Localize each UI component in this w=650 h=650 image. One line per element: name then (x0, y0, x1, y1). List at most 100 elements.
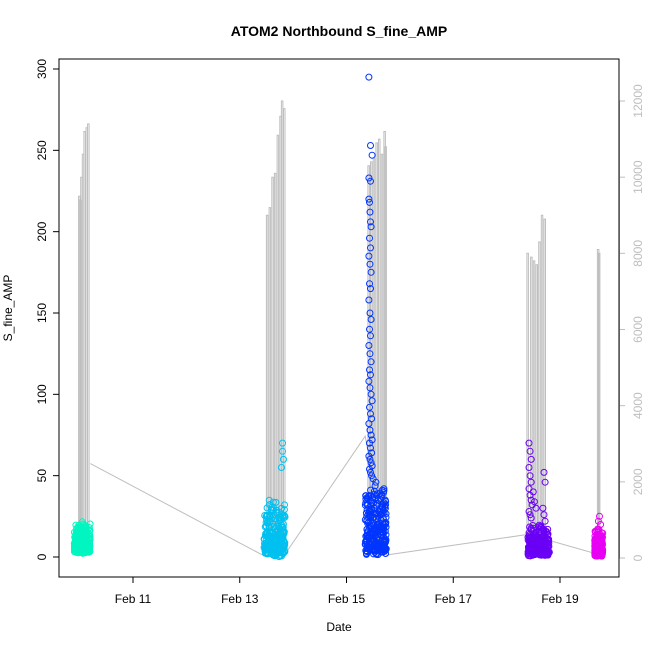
data-point (74, 547, 82, 555)
data-point (541, 478, 549, 486)
data-point (366, 198, 373, 206)
data-point (276, 529, 284, 536)
data-point (367, 371, 374, 379)
data-point (527, 514, 535, 522)
data-point (72, 530, 80, 538)
data-point (366, 403, 373, 411)
data-point (363, 548, 371, 556)
data-point (527, 455, 535, 463)
secondary-line-layer (78, 100, 603, 557)
data-point (372, 525, 379, 533)
y2-tick-label: 8000 (631, 240, 645, 267)
data-point (366, 465, 373, 473)
data-point (367, 218, 374, 226)
data-point (538, 538, 546, 546)
data-point (534, 544, 542, 552)
data-point (527, 478, 535, 486)
secondary-series-spike (370, 161, 373, 553)
axes-layer: 0 50 100 150 200 250 300 0 2000 4000 6000 8000 10000… (35, 59, 645, 606)
data-point (525, 439, 533, 447)
data-point (373, 545, 381, 553)
data-point (365, 296, 373, 304)
data-point (368, 397, 376, 405)
secondary-series-spike (276, 134, 280, 553)
y-tick-label: 250 (35, 140, 49, 160)
secondary-series-spike (378, 138, 381, 553)
points-layer (70, 73, 607, 561)
y-tick-label: 0 (35, 553, 49, 560)
y-tick-label: 300 (35, 59, 49, 79)
data-point (363, 526, 371, 533)
data-point (272, 498, 280, 506)
data-point (273, 509, 281, 517)
data-point (367, 358, 375, 366)
data-point (265, 496, 273, 504)
data-point (366, 280, 373, 288)
data-point (371, 509, 379, 517)
data-point (366, 260, 374, 268)
data-point (532, 504, 540, 512)
secondary-series-spike (535, 264, 538, 553)
data-point (362, 532, 370, 540)
data-point (367, 431, 375, 439)
secondary-series-spike (530, 256, 533, 553)
data-point (367, 390, 375, 398)
data-point (366, 426, 374, 434)
secondary-series-spike (375, 142, 378, 553)
data-point (365, 519, 373, 527)
data-point (366, 366, 373, 374)
data-point (380, 544, 388, 552)
data-point (268, 546, 276, 554)
data-point (530, 498, 538, 506)
data-point (536, 537, 543, 545)
data-point (371, 482, 379, 490)
data-point (372, 494, 380, 502)
chart-title: ATOM2 Northbound S_fine_AMP (231, 23, 447, 39)
data-point (596, 541, 604, 549)
data-point (265, 532, 273, 540)
data-point (367, 332, 374, 340)
data-point (268, 541, 276, 549)
data-point (366, 455, 374, 463)
data-point (372, 501, 380, 509)
y2-tick-label: 12000 (631, 84, 645, 118)
data-point (276, 538, 284, 546)
y2-tick-label: 4000 (631, 392, 645, 419)
secondary-series-spike (597, 252, 601, 553)
data-point (367, 505, 375, 513)
data-point (526, 511, 534, 519)
data-point (276, 517, 284, 525)
secondary-series-spike (271, 176, 274, 553)
data-point (373, 518, 381, 526)
data-point (531, 550, 539, 558)
secondary-series-spike (87, 123, 90, 553)
data-point (373, 522, 381, 530)
data-point (367, 142, 374, 149)
data-point (366, 234, 373, 242)
data-point (368, 151, 376, 159)
data-point (526, 447, 534, 455)
data-point (263, 504, 271, 512)
data-point (365, 452, 373, 460)
secondary-series-spike (273, 172, 277, 553)
secondary-series-spike (538, 241, 541, 553)
data-point (379, 525, 386, 533)
data-point (275, 524, 283, 532)
data-point (527, 524, 535, 532)
data-point (380, 487, 388, 495)
secondary-series-spike (540, 214, 544, 553)
data-point (262, 512, 270, 520)
y2-tick-label: 0 (631, 554, 645, 561)
data-point (367, 316, 375, 323)
data-point (366, 384, 374, 392)
data-point (85, 544, 93, 552)
data-point (365, 73, 373, 81)
data-point (524, 548, 532, 556)
y-tick-label: 150 (35, 303, 49, 323)
data-point (594, 534, 602, 542)
secondary-series-spike (280, 100, 284, 553)
data-point (525, 464, 533, 471)
data-point (262, 530, 270, 538)
data-point (525, 508, 533, 515)
secondary-series-spike (543, 218, 546, 553)
